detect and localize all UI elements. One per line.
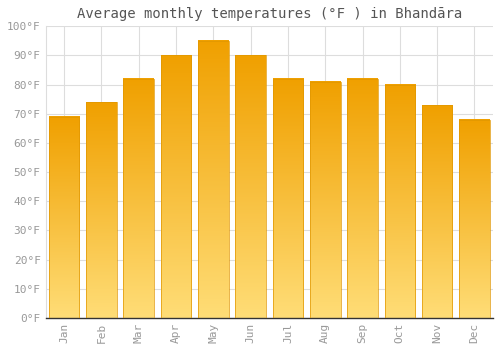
Bar xyxy=(272,79,303,318)
Bar xyxy=(49,117,80,318)
Bar xyxy=(236,55,266,318)
Bar xyxy=(384,85,415,318)
Bar xyxy=(198,41,228,318)
Bar xyxy=(86,102,117,318)
Bar xyxy=(124,79,154,318)
Bar xyxy=(161,55,192,318)
Bar xyxy=(422,105,452,318)
Bar xyxy=(310,82,340,318)
Bar xyxy=(459,120,490,318)
Bar xyxy=(347,79,378,318)
Title: Average monthly temperatures (°F ) in Bhandāra: Average monthly temperatures (°F ) in Bh… xyxy=(76,7,462,21)
